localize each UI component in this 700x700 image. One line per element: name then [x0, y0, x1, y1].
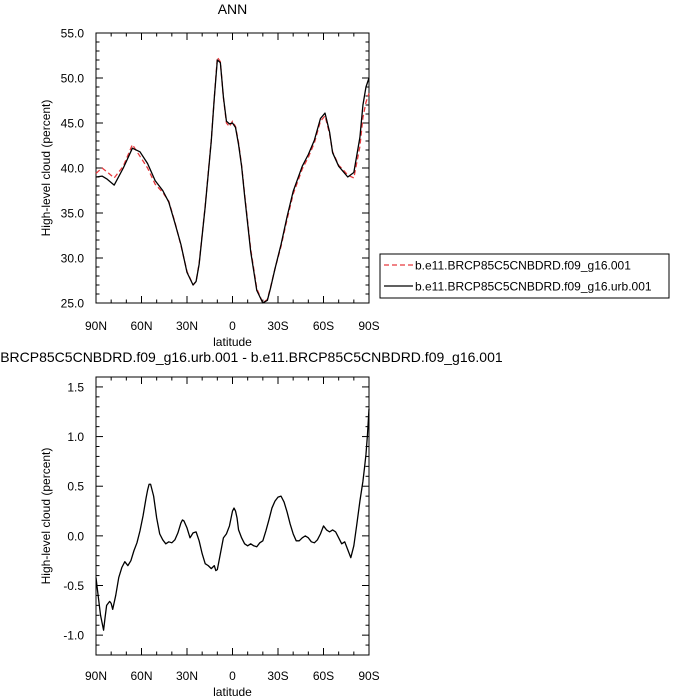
series-line-1: [95, 56, 370, 304]
x-tick-label: 60S: [313, 319, 334, 333]
y-axis-label: High-level cloud (percent): [39, 100, 53, 237]
y-tick-label: 30.0: [61, 252, 85, 266]
x-tick-label: 90N: [85, 669, 107, 683]
y-tick-label: 40.0: [61, 162, 85, 176]
legend-label-2: b.e11.BRCP85C5CNBDRD.f09_g16.urb.001: [415, 280, 652, 294]
x-tick-label: 0: [229, 319, 236, 333]
x-tick-label: 0: [229, 669, 236, 683]
x-tick-label: 60N: [130, 669, 152, 683]
legend-label-1: b.e11.BRCP85C5CNBDRD.f09_g16.001: [415, 259, 631, 273]
x-tick-label: 30N: [176, 669, 198, 683]
series-line-2: [95, 59, 370, 304]
series-line-1: [95, 408, 370, 631]
x-axis-label: latitude: [213, 335, 252, 349]
chart-zonal-mean: 90N 60N 30N 0 30S 60S 90S 25.0 30.0 35.0 40.0 45.0 5…: [39, 1, 380, 349]
y-tick-label: -0.5: [63, 579, 84, 593]
legend-box: [379, 253, 670, 299]
plot-frame: [95, 32, 370, 304]
x-tick-label: 90N: [85, 319, 107, 333]
x-tick-label: 30S: [267, 319, 288, 333]
y-tick-label: -1.0: [63, 629, 84, 643]
x-tick-label: 60N: [130, 319, 152, 333]
x-axis-label: latitude: [213, 685, 252, 699]
x-tick-label: 30N: [176, 319, 198, 333]
x-tick-label: 30S: [267, 669, 288, 683]
y-axis-label: High-level cloud (percent): [39, 448, 53, 585]
chart-difference: 90N 60N 30N 0 30S 60S 90S -1.0 -0.5 0.0 0.5 1.0 1.5 b…: [0, 349, 503, 699]
plot-frame: [95, 376, 370, 656]
y-tick-label: 0.0: [67, 529, 84, 543]
legend: b.e11.BRCP85C5CNBDRD.f09_g16.001 b.e11.BR…: [379, 253, 670, 299]
y-tick-label: 50.0: [61, 72, 85, 86]
y-tick-label: 45.0: [61, 117, 85, 131]
chart-title: b.e11.BRCP85C5CNBDRD.f09_g16.urb.001 - b…: [0, 349, 503, 365]
y-tick-label: 0.5: [67, 480, 84, 494]
x-tick-label: 90S: [358, 319, 379, 333]
y-tick-label: 55.0: [61, 27, 85, 41]
chart-title: ANN: [218, 1, 248, 17]
x-tick-label: 60S: [313, 669, 334, 683]
y-tick-label: 35.0: [61, 207, 85, 221]
y-tick-label: 1.0: [67, 430, 84, 444]
y-tick-label: 1.5: [67, 380, 84, 394]
y-tick-label: 25.0: [61, 297, 85, 311]
x-tick-label: 90S: [358, 669, 379, 683]
